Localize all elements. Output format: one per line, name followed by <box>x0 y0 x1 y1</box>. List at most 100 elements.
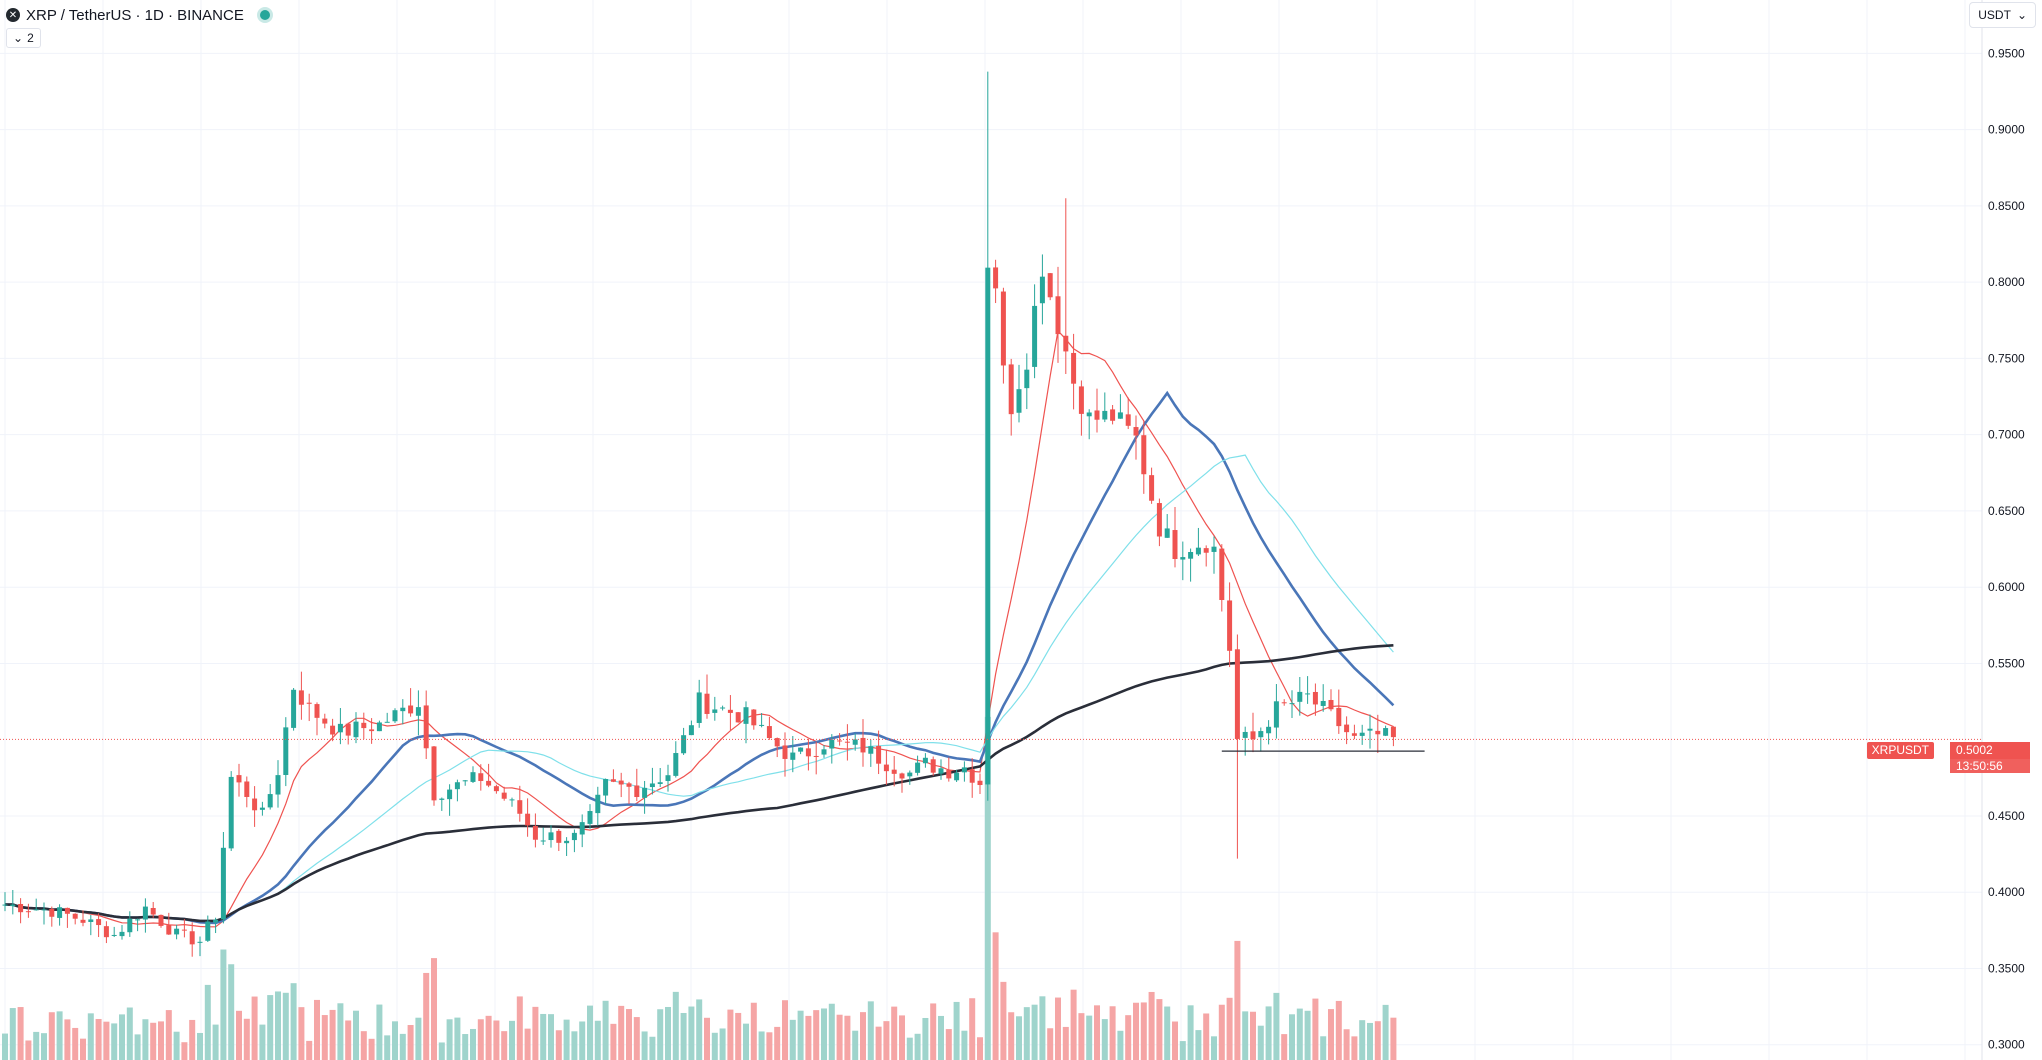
candle-body <box>1289 703 1295 705</box>
volume-bar <box>610 1023 617 1060</box>
candle-body <box>25 911 31 913</box>
volume-bar <box>1234 940 1241 1060</box>
candle-body <box>493 786 499 792</box>
volume-bar <box>860 1012 866 1060</box>
candle-body <box>478 773 484 782</box>
volume-bar <box>493 1020 500 1060</box>
volume-bar <box>883 1021 890 1060</box>
volume-bar <box>1250 1011 1256 1060</box>
candle-body <box>96 919 102 926</box>
candle-body <box>735 712 741 723</box>
volume-bar <box>945 1029 952 1060</box>
volume-bar <box>25 1040 32 1060</box>
volume-bar <box>345 1020 352 1060</box>
candle-body <box>447 789 453 800</box>
candle-body <box>283 727 289 775</box>
volume-bar <box>306 1040 313 1060</box>
candle-body <box>1164 528 1170 538</box>
moving-average-line <box>5 390 1395 925</box>
volume-bar <box>462 1034 469 1060</box>
volume-bar <box>80 1038 86 1060</box>
currency-selector[interactable]: USDT ⌄ <box>1969 2 2036 28</box>
volume-bar <box>1094 1005 1100 1060</box>
candle-body <box>821 749 827 755</box>
volume-bar <box>321 1015 328 1060</box>
candle-body <box>1000 291 1006 366</box>
volume-bar <box>173 1031 180 1060</box>
candle-body <box>486 780 492 786</box>
candle-body <box>1055 296 1061 335</box>
volume-bar <box>95 1018 102 1060</box>
candle-body <box>213 919 219 923</box>
candle-body <box>805 748 811 757</box>
candle-body <box>291 689 297 728</box>
volume-bar <box>17 1007 24 1060</box>
volume-bar <box>142 1019 149 1060</box>
candle-body <box>135 919 141 921</box>
candle-body <box>127 918 133 933</box>
volume-bar <box>875 1026 882 1060</box>
candle-body <box>1047 273 1053 298</box>
volume-bar <box>509 1020 515 1060</box>
candle-body <box>1336 707 1342 727</box>
candle-body <box>712 709 718 713</box>
candle-body <box>774 738 780 747</box>
candle-body <box>462 780 468 782</box>
candle-body <box>2 904 8 906</box>
volume-bar <box>259 1024 266 1060</box>
xrp-logo-icon: ✕ <box>6 8 20 22</box>
volume-bar <box>516 996 523 1060</box>
volume-bar <box>1086 1015 1093 1060</box>
volume-bar <box>360 1031 367 1060</box>
candle-body <box>1110 409 1116 421</box>
candle-body <box>1125 414 1131 426</box>
volume-bar <box>1265 1006 1272 1060</box>
candle-body <box>1211 546 1217 552</box>
candle-body <box>1351 733 1357 736</box>
volume-bar <box>454 1017 461 1060</box>
volume-bar <box>555 1030 562 1060</box>
volume-bar <box>899 1015 905 1060</box>
candle-body <box>649 783 655 788</box>
candle-body <box>470 772 476 782</box>
candle-body <box>1312 691 1318 705</box>
candle-body <box>314 704 320 718</box>
volume-bar <box>275 991 281 1060</box>
candle-body <box>790 752 796 760</box>
candle-body <box>930 759 936 773</box>
candle-body <box>727 709 733 713</box>
volume-bar <box>540 1013 547 1060</box>
volume-bar <box>423 972 430 1060</box>
candle-body <box>1305 693 1311 695</box>
volume-bar <box>680 1012 687 1060</box>
candle-body <box>579 822 585 835</box>
candle-body <box>80 919 86 923</box>
candle-body <box>540 840 546 842</box>
volume-bar <box>1218 1004 1225 1060</box>
candle-body <box>1133 427 1139 436</box>
symbol-title[interactable]: XRP / TetherUS · 1D · BINANCE <box>26 6 244 24</box>
candle-body <box>439 798 445 800</box>
indicators-collapse-button[interactable]: ⌄ 2 <box>6 28 41 48</box>
volume-bar <box>579 1021 586 1060</box>
currency-label: USDT <box>1978 8 2011 22</box>
volume-bar <box>2 1033 8 1060</box>
candle-body <box>525 813 531 826</box>
volume-bar <box>485 1015 492 1060</box>
candle-body <box>844 741 850 743</box>
candle-body <box>1297 691 1303 702</box>
y-axis-tick-label: 0.3000 <box>1988 1038 2025 1052</box>
volume-bar <box>1023 1007 1030 1060</box>
volume-bar <box>189 1019 196 1060</box>
candle-body <box>954 772 960 781</box>
volume-bar <box>376 1004 383 1060</box>
candle-body <box>704 693 710 714</box>
candle-body <box>1024 369 1030 389</box>
candle-body <box>244 781 250 797</box>
moving-average-line <box>5 329 1394 928</box>
candle-body <box>548 832 554 841</box>
candle-body <box>1016 389 1022 413</box>
volume-bar <box>1226 997 1233 1060</box>
y-axis-tick-label: 0.7000 <box>1988 428 2025 442</box>
